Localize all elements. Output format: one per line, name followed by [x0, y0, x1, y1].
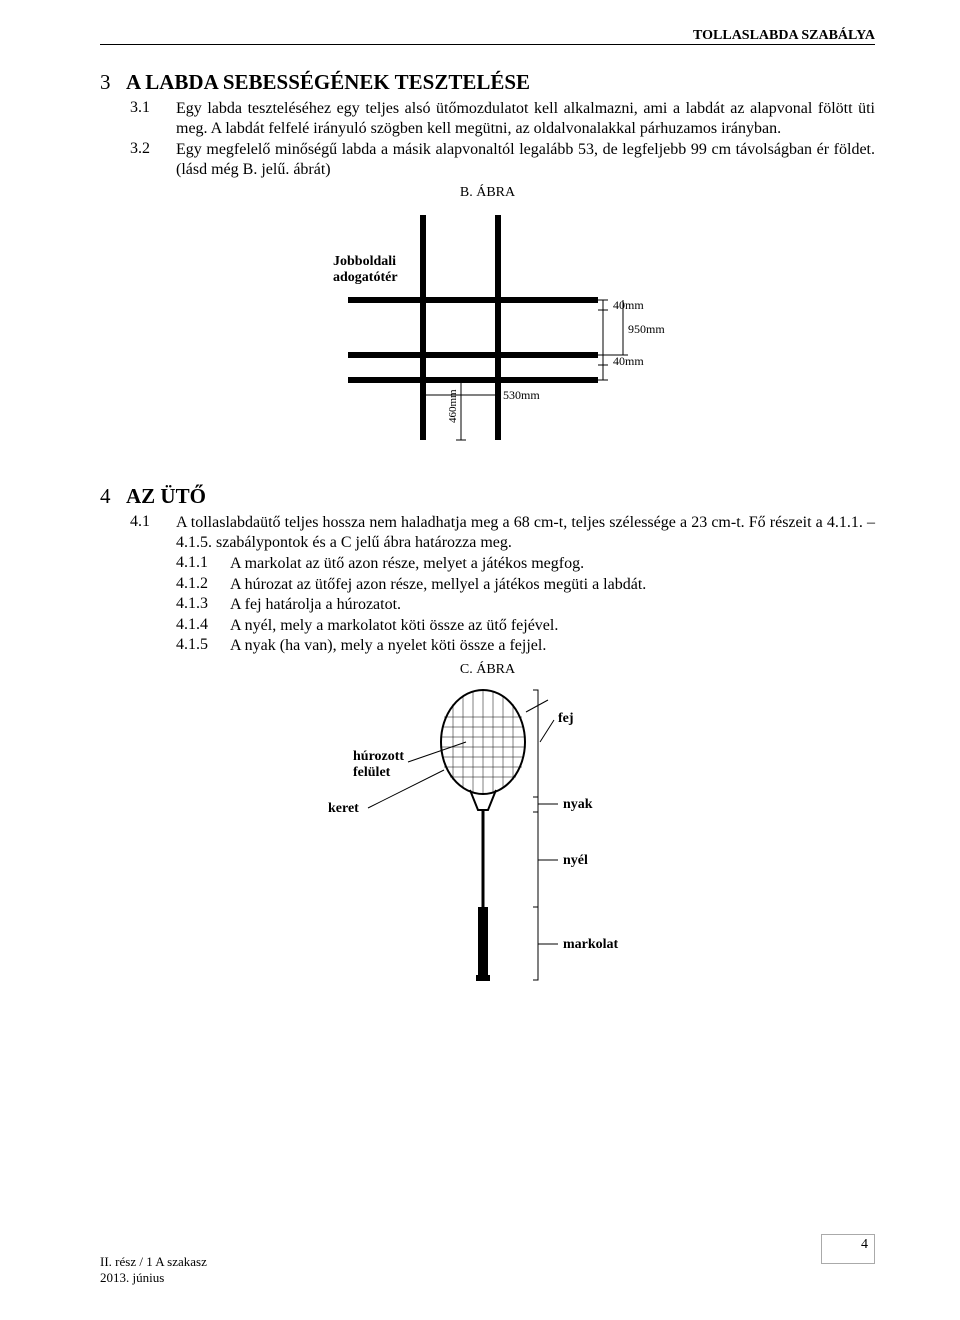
rule-number: 4.1.3: [176, 595, 230, 615]
rule-number: 4.1.5: [176, 636, 230, 656]
label-nyel: nyél: [563, 853, 588, 868]
rule-number: 4.1.1: [176, 554, 230, 574]
rule-4-1-3: 4.1.3 A fej határolja a húrozatot.: [176, 595, 875, 615]
figure-b-left-label-1: Jobboldali: [333, 254, 396, 269]
rule-number: 4.1.4: [176, 616, 230, 636]
rule-3-1: 3.1 Egy labda teszteléséhez egy teljes a…: [130, 99, 875, 138]
rule-text: Egy labda teszteléséhez egy teljes alsó …: [176, 99, 875, 138]
rule-number: 3.1: [130, 99, 176, 138]
figure-b-left-label-2: adogatótér: [333, 270, 398, 285]
figure-b-title: B. ÁBRA: [100, 185, 875, 201]
figure-b: B. ÁBRA: [100, 185, 875, 470]
page-number: 4: [821, 1234, 875, 1264]
label-nyak: nyak: [563, 797, 593, 812]
header-rule: [100, 44, 875, 45]
rule-4-1-4: 4.1.4 A nyél, mely a markolatot köti öss…: [176, 616, 875, 636]
label-hurozott-1: húrozott: [353, 749, 404, 764]
section-4-number: 4: [100, 484, 126, 509]
figure-b-diagram: 40mm 950mm 40mm 530mm 460mm Jobboldali a…: [228, 205, 748, 465]
footer-line-2: 2013. június: [100, 1270, 207, 1286]
rule-text: A tollaslabdaütő teljes hossza nem halad…: [176, 513, 875, 552]
rule-text: A fej határolja a húrozatot.: [230, 595, 875, 615]
label-hurozott-2: felület: [353, 765, 391, 780]
section-3: 3 A LABDA SEBESSÉGÉNEK TESZTELÉSE 3.1 Eg…: [100, 70, 875, 470]
dim-40-bot: 40mm: [613, 354, 644, 368]
rule-text: A markolat az ütő azon része, melyet a j…: [230, 554, 875, 574]
header-publication-title: TOLLASLABDA SZABÁLYA: [693, 28, 875, 44]
figure-c: C. ÁBRA: [100, 662, 875, 1007]
rule-4-1: 4.1 A tollaslabdaütő teljes hossza nem h…: [130, 513, 875, 552]
figure-c-title: C. ÁBRA: [100, 662, 875, 678]
rule-text: A nyél, mely a markolatot köti össze az …: [230, 616, 875, 636]
dim-40-top: 40mm: [613, 298, 644, 312]
rule-4-1-5: 4.1.5 A nyak (ha van), mely a nyelet köt…: [176, 636, 875, 656]
figure-c-diagram: húrozott felület keret fej nyak nyél: [258, 682, 718, 1002]
section-3-title: A LABDA SEBESSÉGÉNEK TESZTELÉSE: [126, 70, 530, 95]
rule-number: 3.2: [130, 140, 176, 179]
page-content: 3 A LABDA SEBESSÉGÉNEK TESZTELÉSE 3.1 Eg…: [100, 70, 875, 1007]
dim-950: 950mm: [628, 322, 665, 336]
footer-line-1: II. rész / 1 A szakasz: [100, 1254, 207, 1270]
label-keret: keret: [328, 801, 359, 816]
rule-text: Egy megfelelő minőségű labda a másik ala…: [176, 140, 875, 179]
rule-number: 4.1.2: [176, 575, 230, 595]
label-fej: fej: [558, 711, 574, 726]
rule-text: A húrozat az ütőfej azon része, mellyel …: [230, 575, 875, 595]
section-4: 4 AZ ÜTŐ 4.1 A tollaslabdaütő teljes hos…: [100, 484, 875, 1007]
section-3-number: 3: [100, 70, 126, 95]
label-markolat: markolat: [563, 937, 619, 952]
rule-number: 4.1: [130, 513, 176, 552]
rule-4-1-1: 4.1.1 A markolat az ütő azon része, mely…: [176, 554, 875, 574]
section-4-title: AZ ÜTŐ: [126, 484, 206, 509]
footer: II. rész / 1 A szakasz 2013. június: [100, 1254, 207, 1287]
rule-3-2: 3.2 Egy megfelelő minőségű labda a másik…: [130, 140, 875, 179]
dim-530: 530mm: [503, 388, 540, 402]
rule-4-1-2: 4.1.2 A húrozat az ütőfej azon része, me…: [176, 575, 875, 595]
dim-460: 460mm: [447, 389, 459, 423]
rule-text: A nyak (ha van), mely a nyelet köti össz…: [230, 636, 875, 656]
